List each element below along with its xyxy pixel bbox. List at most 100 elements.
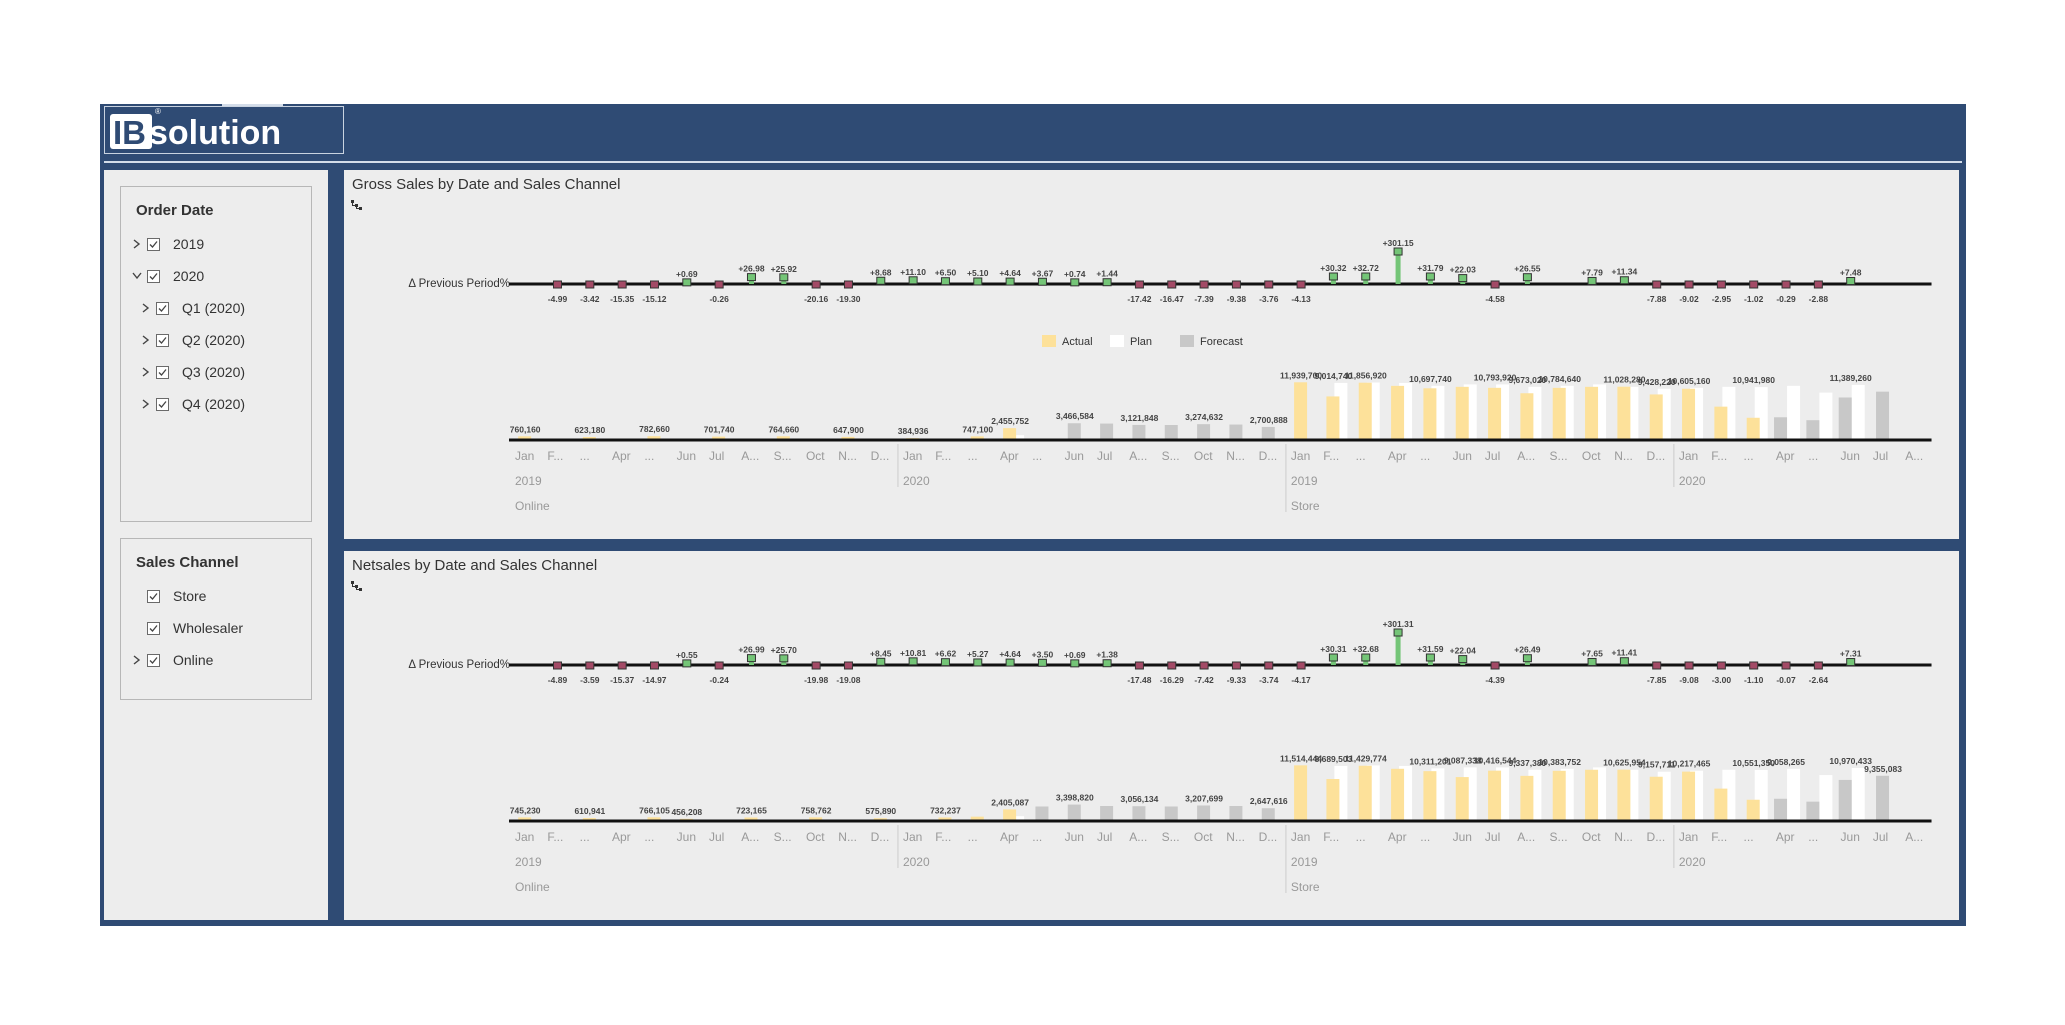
plan-bar	[1787, 768, 1801, 821]
chevron-right-icon[interactable]	[140, 301, 152, 315]
variance-marker	[779, 273, 789, 282]
bar-value-label: 3,466,584	[1056, 411, 1094, 421]
variance-marker	[1522, 273, 1532, 282]
netsales-chart: Δ Previous Period% -4.89 -3.59 -15.37 -14.97…	[408, 619, 1932, 894]
sales-channel-filter: Sales Channel Store Wholesaler Online	[120, 538, 312, 700]
checkbox[interactable]	[156, 397, 169, 411]
variance-marker	[1102, 278, 1112, 287]
actual-bar	[1585, 769, 1599, 821]
checkbox[interactable]	[147, 621, 160, 635]
legend-label: Plan	[1130, 336, 1152, 348]
x-tick-label: Apr	[1388, 830, 1407, 844]
variance-marker	[908, 276, 918, 285]
variance-marker	[1425, 653, 1435, 662]
variance-value-label: -2.95	[1712, 294, 1732, 304]
variance-marker	[746, 654, 756, 663]
checkbox[interactable]	[156, 301, 169, 315]
chevron-right-icon[interactable]	[140, 397, 152, 411]
plan-bar	[1819, 392, 1833, 440]
ibsolution-logo-icon: IB ® solution	[110, 107, 281, 152]
filter-item-2020[interactable]: 2020	[131, 266, 204, 286]
bar-value-label: 11,429,774	[1345, 753, 1387, 763]
checkbox[interactable]	[156, 365, 169, 379]
chevron-right-icon[interactable]	[140, 365, 152, 379]
forecast-bar	[1035, 806, 1049, 821]
x-tick-label: Jul	[1485, 449, 1500, 463]
variance-value-label: -3.59	[580, 675, 600, 685]
bar-value-label: 10,383,752	[1538, 757, 1581, 767]
hierarchy-drill-icon[interactable]	[351, 580, 363, 592]
variance-marker	[940, 277, 950, 286]
bar-value-label: 10,625,954	[1603, 758, 1646, 768]
filter-item-online[interactable]: Online	[131, 650, 213, 670]
variance-value-label: -0.26	[709, 294, 729, 304]
bar-value-label: 11,389,260	[1830, 373, 1872, 383]
x-tick-label: ...	[1032, 449, 1042, 463]
variance-value-label: -4.13	[1291, 294, 1311, 304]
chevron-right-icon[interactable]	[131, 237, 143, 251]
variance-marker	[1458, 655, 1468, 664]
filter-item-2019[interactable]: 2019	[131, 234, 204, 254]
order-date-filter: Order Date 2019 2020 Q1 (2020) Q2 (2020) Q3 …	[120, 186, 312, 522]
filter-item-q4-2020[interactable]: Q4 (2020)	[140, 394, 245, 414]
actual-bar	[1520, 775, 1534, 821]
forecast-bar	[1067, 423, 1081, 440]
checkbox[interactable]	[147, 269, 160, 283]
actual-bar	[776, 436, 790, 440]
variance-marker	[1134, 661, 1144, 670]
variance-value-label: +31.79	[1417, 263, 1444, 273]
x-tick-label: Jan	[1291, 830, 1310, 844]
forecast-bar	[1806, 801, 1820, 821]
forecast-bar	[1261, 426, 1275, 440]
variance-marker	[617, 280, 627, 289]
checkbox[interactable]	[147, 653, 160, 667]
x-tick-label: ...	[1420, 449, 1430, 463]
checkmark-icon	[149, 624, 158, 632]
variance-marker	[1167, 280, 1177, 289]
actual-bar	[1423, 388, 1437, 440]
x-tick-label: ...	[1744, 449, 1754, 463]
gross-sales-chart-title: Gross Sales by Date and Sales Channel	[352, 176, 621, 193]
actual-bar	[1488, 387, 1502, 440]
bar-value-label: 2,647,616	[1250, 796, 1288, 806]
actual-bar	[970, 816, 984, 821]
chevron-down-icon[interactable]	[131, 269, 143, 283]
checkmark-icon	[149, 656, 158, 664]
chevron-right-icon[interactable]	[140, 333, 152, 347]
filter-item-store[interactable]: Store	[131, 586, 206, 606]
x-tick-label: N...	[1614, 830, 1633, 844]
variance-marker	[1296, 280, 1306, 289]
x-tick-label: ...	[968, 449, 978, 463]
hierarchy-drill-icon[interactable]	[351, 199, 363, 211]
variance-marker	[1749, 661, 1759, 670]
year-group-label: 2020	[1679, 474, 1706, 488]
x-tick-label: F...	[1711, 449, 1727, 463]
app-frame: IB ® solution Order Date 2019 2020 Q1 (202…	[100, 104, 1966, 926]
variance-marker	[1167, 661, 1177, 670]
variance-marker	[1393, 247, 1403, 256]
variance-marker	[843, 280, 853, 289]
checkbox[interactable]	[156, 333, 169, 347]
chevron-right-icon[interactable]	[131, 653, 143, 667]
forecast-bar	[1261, 808, 1275, 821]
checkbox[interactable]	[147, 237, 160, 251]
filter-item-wholesaler[interactable]: Wholesaler	[131, 618, 243, 638]
variance-marker	[1619, 276, 1629, 285]
variance-marker	[1037, 658, 1047, 667]
variance-value-label: -4.99	[548, 294, 568, 304]
variance-value-label: -15.35	[610, 294, 634, 304]
variance-value-label: -4.58	[1485, 294, 1505, 304]
x-tick-label: ...	[1356, 449, 1366, 463]
logo[interactable]: IB ® solution	[104, 106, 344, 154]
variance-value-label: -14.97	[642, 675, 666, 685]
filter-item-label: Q1 (2020)	[182, 300, 246, 316]
filter-item-q1-2020[interactable]: Q1 (2020)	[140, 298, 245, 318]
actual-bar	[1326, 779, 1340, 821]
checkbox[interactable]	[147, 589, 160, 603]
x-tick-label: Apr	[1776, 449, 1795, 463]
bar-value-label: 456,208	[671, 807, 702, 817]
filter-item-q3-2020[interactable]: Q3 (2020)	[140, 362, 245, 382]
checkmark-icon	[149, 272, 158, 280]
variance-marker	[1846, 658, 1856, 667]
filter-item-q2-2020[interactable]: Q2 (2020)	[140, 330, 245, 350]
